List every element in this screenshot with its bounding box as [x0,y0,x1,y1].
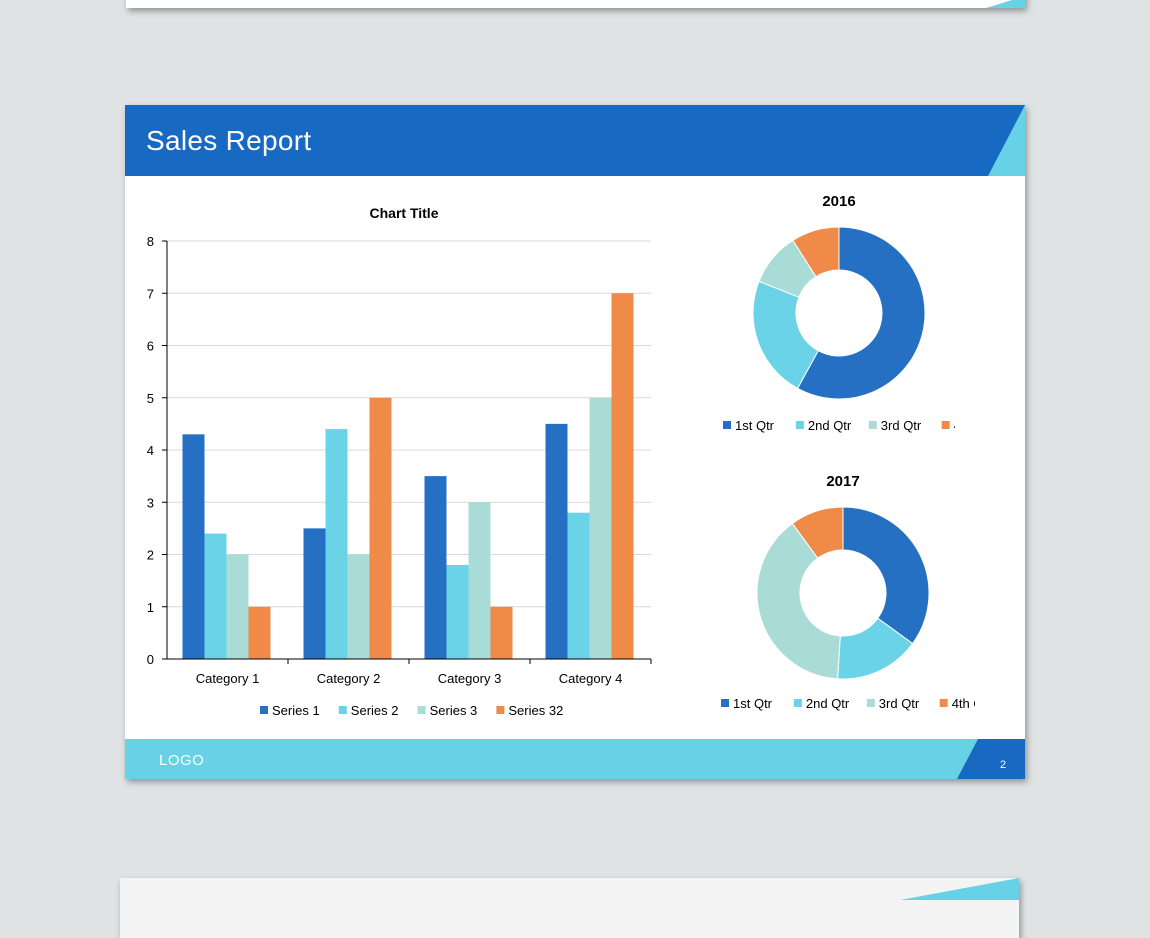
legend-swatch [417,706,426,714]
donut-slice [796,226,926,400]
legend-swatch [496,706,505,714]
bar [182,434,205,659]
header-bar [125,105,1025,176]
bar [248,606,271,659]
header-accent [988,105,1025,176]
bar [589,397,612,659]
legend-swatch [793,699,802,707]
previous-slide-edge[interactable] [126,0,1025,8]
legend-swatch [939,699,948,707]
legend-label: Series 2 [351,703,399,718]
bar [567,512,590,659]
bar [490,606,513,659]
x-tick-label: Category 2 [317,671,381,686]
legend-label: Series 1 [272,703,320,718]
page-number: 2 [999,759,1007,771]
legend-label: Series 32 [508,703,563,718]
footer-accent [957,739,1025,779]
legend-swatch [868,421,877,429]
y-tick-label: 6 [147,339,154,354]
y-tick-label: 2 [147,548,154,563]
previous-slide-accent [986,0,1025,8]
next-slide-edge[interactable] [120,878,1019,938]
legend-label: 4th Qtr [954,418,955,433]
donut-title: 2016 [822,193,855,210]
sales-report-slide[interactable]: Sales Report Chart Title 0 1 2 3 4 5 6 7 8 Categor… [125,105,1025,779]
legend-label: 4th Qtr [952,696,975,711]
bar-chart: Chart Title 0 1 2 3 4 5 6 7 8 Category 1 Category 2… [147,205,652,718]
next-slide-accent [900,878,1019,900]
legend-label: 3rd Qtr [881,418,922,433]
legend-label: 3rd Qtr [879,696,920,711]
x-tick-label: Category 1 [196,671,260,686]
chart-title: Chart Title [370,205,439,221]
y-tick-label: 4 [147,443,154,458]
donut-slice [791,506,844,559]
bar [204,533,227,659]
bar [347,554,370,659]
legend-swatch [723,421,731,429]
bar [369,397,392,659]
x-tick-label: Category 4 [559,671,623,686]
legend-label: 2nd Qtr [806,696,850,711]
bar [226,554,249,659]
donut-slice [756,522,841,680]
donut-chart-2016: 2016 1st Qtr 2nd Qtr 3rd Qtr 4th Qtr [723,193,955,433]
legend-swatch [260,706,268,714]
bar [325,429,348,659]
bar [611,293,634,659]
legend-swatch [721,699,729,707]
y-tick-label: 3 [147,495,154,510]
slide-title: Sales Report [146,125,312,156]
donut-slice [792,226,840,278]
legend-label: 2nd Qtr [808,418,852,433]
x-tick-label: Category 3 [438,671,502,686]
footer-bar [125,739,1025,779]
legend-label: 1st Qtr [735,418,775,433]
bar [424,476,447,659]
legend-label: 1st Qtr [733,696,773,711]
legend-swatch [941,421,950,429]
y-tick-label: 5 [147,391,154,406]
donut-slice [752,280,819,390]
donut-slice [842,506,930,645]
y-tick-label: 0 [147,652,154,667]
legend-swatch [795,421,804,429]
y-tick-label: 7 [147,286,154,301]
donut-title: 2017 [826,473,859,490]
y-tick-label: 1 [147,600,154,615]
bar [545,423,568,659]
legend-swatch [338,706,347,714]
footer-logo: LOGO [159,752,205,769]
legend-swatch [866,699,875,707]
bar [303,528,326,659]
y-tick-label: 8 [147,234,154,249]
donut-chart-2017: 2017 1st Qtr 2nd Qtr 3rd Qtr 4th Qtr [721,473,975,711]
bar [468,502,491,659]
bar [446,564,469,659]
legend-label: Series 3 [430,703,478,718]
